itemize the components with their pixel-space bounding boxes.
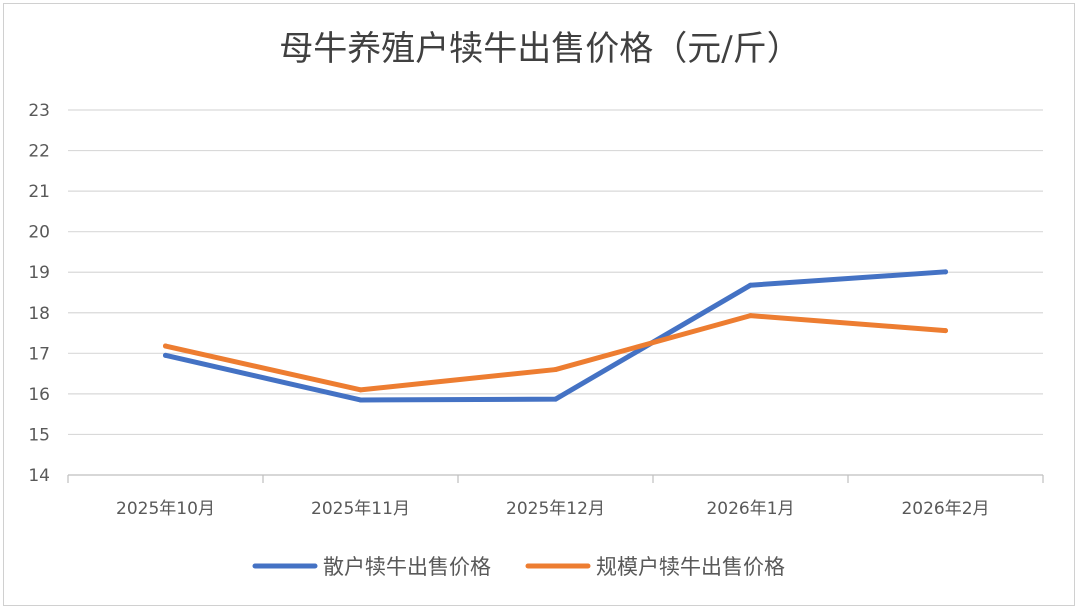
x-tick-label: 2025年12月 (506, 499, 605, 519)
legend-label-0: 散户犊牛出售价格 (323, 555, 491, 579)
data-point (553, 367, 558, 373)
x-tick-label: 2026年2月 (901, 499, 989, 519)
y-tick-label: 20 (28, 223, 50, 243)
legend-label-1: 规模户犊牛出售价格 (596, 555, 785, 579)
series-lines (163, 269, 948, 403)
y-tick-label: 16 (28, 385, 50, 405)
data-point (358, 387, 363, 393)
x-tick-label: 2026年1月 (706, 499, 794, 519)
data-point (748, 282, 753, 288)
y-tick-label: 14 (28, 466, 50, 486)
gridlines (68, 109, 1043, 436)
data-point (553, 396, 558, 402)
chart-frame (3, 3, 1075, 606)
data-point (163, 343, 168, 349)
data-point (943, 269, 948, 275)
series-line-0 (163, 269, 948, 403)
y-tick-label: 19 (28, 263, 50, 283)
y-tick-label: 21 (28, 182, 50, 202)
data-point (358, 397, 363, 403)
y-tick-label: 23 (28, 101, 50, 121)
y-tick-label: 15 (28, 425, 50, 445)
y-tick-label: 18 (28, 304, 50, 324)
data-point (748, 313, 753, 319)
data-point (943, 328, 948, 334)
data-point (163, 352, 168, 358)
x-tick-label: 2025年11月 (311, 499, 410, 519)
chart-title: 母牛养殖户犊牛出售价格（元/斤） (279, 29, 800, 69)
y-tick-label: 22 (28, 142, 50, 162)
series-line-1 (163, 313, 948, 393)
y-tick-label: 17 (28, 344, 50, 364)
x-tick-label: 2025年10月 (116, 499, 215, 519)
legend: 散户犊牛出售价格 规模户犊牛出售价格 (252, 555, 785, 579)
x-axis: 2025年10月 2025年11月 2025年12月 2026年1月 2026年2月 (67, 474, 1044, 519)
y-axis-ticks: 14 15 16 17 18 19 20 21 22 23 (28, 101, 50, 486)
